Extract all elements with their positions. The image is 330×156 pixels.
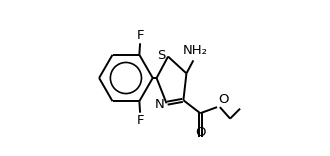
Text: O: O [195,126,206,139]
Text: O: O [218,93,228,106]
Text: NH₂: NH₂ [182,44,207,57]
Text: F: F [136,29,144,42]
Text: F: F [136,114,144,127]
Text: N: N [154,98,164,111]
Text: S: S [157,49,165,62]
